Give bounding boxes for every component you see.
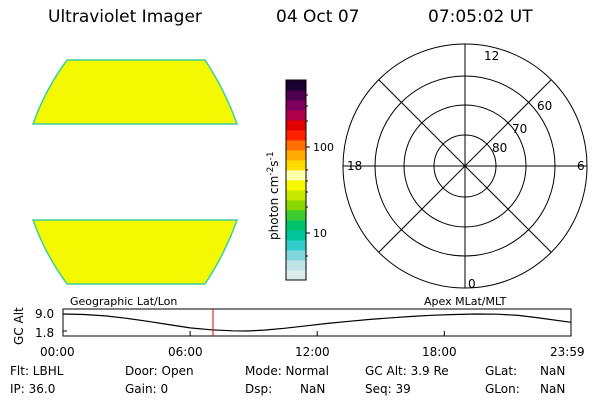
series-line-gc-alt <box>62 313 572 332</box>
status-dsp-value: NaN <box>300 382 326 396</box>
status-ip: IP: 36.0 <box>10 382 56 396</box>
colorbar-tick-100: 100 <box>313 141 334 154</box>
lat-label-80: 80 <box>492 141 507 155</box>
colorbar-frame <box>285 79 307 281</box>
x-tick-marks <box>62 331 445 336</box>
colorbar-cell <box>286 90 306 101</box>
status-glat-value: NaN <box>540 364 566 378</box>
colorbar-cell <box>286 160 306 171</box>
mlt-label-0: 0 <box>468 277 476 291</box>
status-filter: Flt: LBHL <box>10 364 64 378</box>
colorbar-cell <box>286 260 306 271</box>
colorbar-cell <box>286 130 306 141</box>
lat-label-70: 70 <box>512 122 527 136</box>
colorbar-cell <box>286 120 306 131</box>
x-tick-label-4: 23:59 <box>550 345 585 359</box>
colorbar-cell <box>286 230 306 241</box>
status-glon-label: GLon: <box>485 382 520 396</box>
colorbar-cell <box>286 100 306 111</box>
status-gc-alt: GC Alt: 3.9 Re <box>365 364 449 378</box>
colorbar-cell <box>286 210 306 221</box>
colorbar-cell <box>286 220 306 231</box>
mlt-label-6: 6 <box>577 159 585 173</box>
colorbar-ticks <box>306 94 310 257</box>
colorbar-cells <box>286 80 306 281</box>
colorbar-cell <box>286 170 306 181</box>
polar-diagonal-2 <box>378 79 552 253</box>
colorbar-label: photon cm-2s-1 <box>266 151 281 240</box>
status-mode: Mode: Normal <box>245 364 329 378</box>
colorbar-cell <box>286 180 306 191</box>
status-glon-value: NaN <box>540 382 566 396</box>
svg-text:photon cm-2s-1: photon cm-2s-1 <box>266 151 281 240</box>
svg-text:GC Alt: GC Alt <box>12 307 26 345</box>
mlt-label-12: 12 <box>484 49 499 63</box>
status-glat-label: GLat: <box>485 364 518 378</box>
instrument-title: Ultraviolet Imager <box>48 7 202 27</box>
colorbar-cell <box>286 250 306 261</box>
colorbar-tick-10: 10 <box>313 227 327 240</box>
y-tick-label-min: 1.8 <box>35 326 54 340</box>
left-coord-label: Geographic Lat/Lon <box>70 295 177 308</box>
time-label: 07:05:02 UT <box>428 7 533 27</box>
right-coord-label: Apex MLat/MLT <box>424 295 507 308</box>
lat-label-60: 60 <box>537 99 552 113</box>
status-door: Door: Open <box>125 364 194 378</box>
uvi-image-top <box>31 59 239 125</box>
y-tick-label-max: 9.0 <box>35 307 54 321</box>
status-gain: Gain: 0 <box>125 382 169 396</box>
x-tick-label-2: 12:00 <box>295 345 330 359</box>
x-tick-label-0: 00:00 <box>40 345 75 359</box>
y-axis-label: GC Alt <box>12 307 26 345</box>
x-tick-label-1: 06:00 <box>168 345 203 359</box>
date-label: 04 Oct 07 <box>276 7 360 27</box>
mlt-label-18: 18 <box>347 159 362 173</box>
uvi-image-bottom <box>31 219 239 285</box>
colorbar-cell <box>286 270 306 281</box>
colorbar-cell <box>286 140 306 151</box>
status-dsp-label: Dsp: <box>245 382 273 396</box>
x-tick-label-3: 18:00 <box>422 345 457 359</box>
colorbar-cell <box>286 150 306 161</box>
colorbar-cell <box>286 240 306 251</box>
colorbar-cell <box>286 200 306 211</box>
colorbar-cell <box>286 80 306 91</box>
status-seq: Seq: 39 <box>365 382 411 396</box>
colorbar-cell <box>286 190 306 201</box>
colorbar-cell <box>286 110 306 121</box>
